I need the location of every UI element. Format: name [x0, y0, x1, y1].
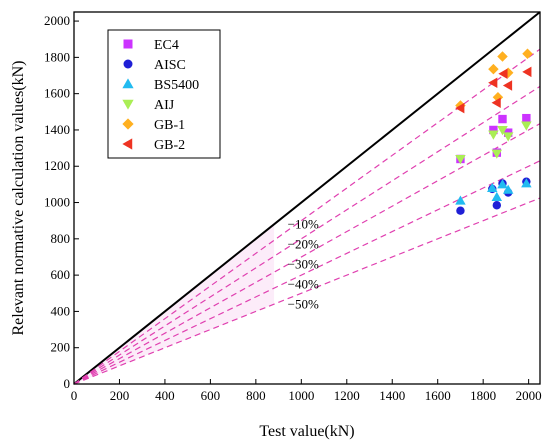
reference-line-3	[73, 123, 541, 385]
reference-label-2: −20%	[288, 236, 319, 251]
y-tick-label-1: 200	[51, 340, 71, 355]
y-tick-label-10: 2000	[44, 13, 70, 28]
legend-box	[107, 29, 221, 159]
point-gb-1-1	[488, 63, 499, 75]
point-aij-2	[491, 149, 503, 159]
y-tick-label-9: 1800	[44, 49, 70, 64]
legend-label-ec4: EC4	[154, 38, 179, 53]
legend-label-gb-2: GB-2	[154, 138, 185, 153]
legend-label-gb-1: GB-1	[154, 118, 185, 133]
reference-line-2	[73, 85, 541, 385]
reference-line-4	[73, 160, 541, 385]
y-tick-label-4: 800	[51, 231, 71, 246]
point-aij-3	[497, 126, 508, 136]
legend-marker-gb-2	[122, 138, 133, 150]
point-gb-2-0	[455, 102, 465, 114]
legend-marker-ec4	[123, 39, 133, 49]
point-aisc-2	[492, 201, 502, 210]
point-bs5400-5	[521, 178, 532, 188]
legend-label-aisc: AISC	[154, 58, 186, 73]
point-ec4-3	[498, 114, 507, 124]
legend-marker-aij	[122, 99, 134, 110]
y-tick-label-7: 1400	[44, 122, 70, 137]
reference-label-5: −50%	[288, 296, 319, 311]
point-gb-2-3	[498, 68, 508, 79]
legend-label-aij: AIJ	[154, 98, 175, 113]
legend-label-bs5400: BS5400	[154, 78, 199, 93]
legend: EC4 AISC BS5400 AIJ GB-1 GB-2	[107, 29, 221, 159]
point-bs5400-1	[487, 182, 498, 192]
point-ec4-5	[522, 113, 531, 123]
point-gb-2-2	[491, 97, 501, 108]
x-tick-label-2: 400	[155, 388, 175, 403]
y-tick-label-2: 400	[51, 303, 71, 318]
point-bs5400-0	[455, 195, 466, 205]
point-gb-1-5	[522, 48, 533, 59]
y-tick-label-8: 1600	[44, 86, 70, 101]
legend-marker-bs5400	[122, 78, 134, 89]
x-tick-label-1: 200	[110, 388, 130, 403]
point-aij-0	[455, 155, 466, 165]
point-bs5400-2	[491, 191, 503, 202]
reference-label-3: −30%	[288, 256, 319, 271]
reference-label-1: −10%	[288, 216, 319, 231]
legend-marker-gb-1	[122, 118, 134, 130]
point-aisc-0	[456, 206, 465, 215]
reference-line-5	[73, 197, 541, 385]
y-axis-title: Relevant normative calculation values(kN…	[10, 60, 27, 335]
point-gb-2-1	[488, 77, 498, 89]
point-bs5400-3	[497, 179, 508, 189]
equality-line	[73, 11, 541, 385]
plot-frame	[73, 11, 541, 385]
x-tick-label-8: 1600	[425, 388, 451, 403]
reference-lines	[73, 11, 541, 385]
reference-annotations: −10% −20% −30% −40% −50%	[288, 216, 319, 311]
y-tick-label-3: 600	[51, 267, 71, 282]
x-tick-label-3: 600	[201, 388, 221, 403]
point-gb-1-3	[497, 51, 508, 62]
x-tick-label-9: 1800	[470, 388, 496, 403]
point-gb-2-5	[522, 66, 532, 78]
x-tick-label-5: 1000	[288, 388, 314, 403]
x-tick-label-7: 1400	[379, 388, 405, 403]
x-tick-label-0: 0	[71, 388, 78, 403]
x-tick-label-4: 800	[246, 388, 266, 403]
reference-line-1	[73, 48, 541, 385]
point-bs5400-4	[502, 184, 514, 194]
legend-marker-aisc	[123, 59, 133, 69]
x-tick-label-10: 2000	[516, 388, 542, 403]
y-tick-label-6: 1200	[44, 158, 70, 173]
point-aij-1	[488, 130, 499, 140]
point-aij-5	[521, 121, 532, 131]
axes	[73, 11, 541, 385]
point-aij-4	[502, 132, 514, 142]
x-tick-label-6: 1200	[334, 388, 360, 403]
y-tick-label-5: 1000	[44, 195, 70, 210]
data-points	[455, 48, 533, 215]
y-tick-label-0: 0	[64, 376, 71, 391]
point-gb-2-4	[502, 80, 513, 91]
point-ec4-1	[489, 125, 498, 135]
x-axis-title: Test value(kN)	[259, 423, 354, 440]
reference-label-4: −40%	[288, 276, 319, 291]
tick-labels: 0 200 400 600 800 1000 1200 1400 1600 1800 2000 0 20…	[44, 13, 542, 403]
